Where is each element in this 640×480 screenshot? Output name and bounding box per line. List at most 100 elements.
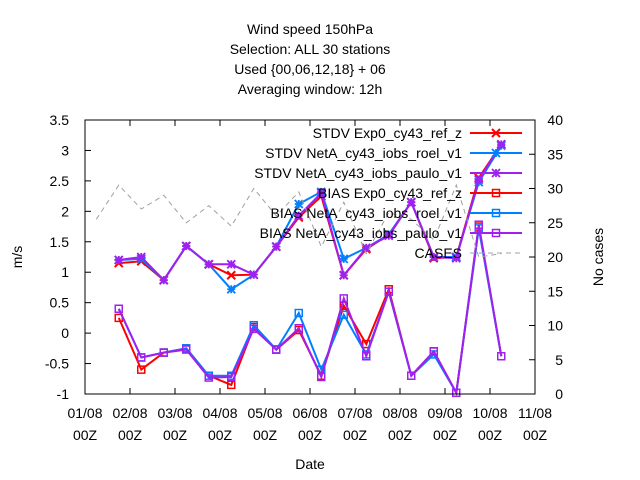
x-tick-label: 07/08 [337, 405, 372, 421]
x-tick-label: 11/08 [518, 405, 552, 421]
x-tick-label: 06/08 [292, 405, 327, 421]
data-point [362, 351, 371, 361]
y2-tick-label: 40 [547, 112, 563, 128]
x-tick-label: 00Z [388, 427, 413, 443]
y-tick-label: -1 [57, 386, 70, 402]
data-point [429, 252, 439, 262]
data-point [491, 148, 501, 158]
data-point [137, 353, 146, 362]
x-tick-label: 10/08 [472, 405, 507, 421]
data-point [181, 241, 191, 251]
x-axis-ticks: 01/08 00Z 02/08 00Z 03/08 00Z 04/08 00Z 05/08 00Z… [67, 405, 552, 443]
data-point [204, 373, 213, 382]
legend-label: STDV NetA_cy43_iobs_paulo_v1 [254, 165, 462, 181]
x-tick-label: 00Z [433, 427, 458, 443]
data-point [137, 365, 146, 374]
data-point [136, 252, 146, 262]
y-tick-label: 1 [61, 264, 69, 280]
data-point [491, 168, 501, 178]
data-point [474, 175, 484, 185]
x-tick-label: 00Z [208, 427, 233, 443]
data-point [226, 284, 236, 294]
data-point [249, 324, 258, 334]
x-tick-label: 00Z [163, 427, 188, 443]
data-point [182, 345, 191, 354]
legend-label: BIAS NetA_cy43_iobs_paulo_v1 [260, 225, 463, 241]
x-axis-label: Date [295, 456, 325, 472]
x-tick-label: 01/08 [67, 405, 102, 421]
legend: STDV Exp0_cy43_ref_z STDV NetA_cy43_iobs_… [254, 125, 522, 261]
data-point [227, 380, 236, 390]
tick-marks [84, 119, 536, 395]
y2-tick-label: 20 [547, 249, 563, 265]
data-point [384, 231, 394, 241]
subtitle-line: Used {00,06,12,18} + 06 [234, 61, 386, 77]
data-point [294, 323, 303, 333]
x-tick-label: 00Z [118, 427, 143, 443]
chart-title: Wind speed 150hPa Selection: ALL 30 stat… [230, 21, 391, 97]
y-tick-label: 1.5 [50, 234, 70, 250]
data-point [159, 275, 169, 285]
y2-tick-label: 25 [547, 215, 563, 231]
subtitle-line: Averaging window: 12h [238, 81, 383, 97]
data-point [317, 372, 326, 382]
data-point [452, 388, 461, 398]
data-point [491, 188, 501, 198]
subtitle-line: Selection: ALL 30 stations [230, 41, 391, 57]
x-tick-label: 00Z [298, 427, 323, 443]
data-point [294, 308, 303, 318]
legend-label: CASES [415, 245, 462, 261]
y2-tick-label: 15 [547, 283, 563, 299]
data-point [496, 139, 506, 149]
y-tick-label: 3.5 [50, 112, 70, 128]
data-point [316, 188, 326, 198]
plot-frame [84, 119, 536, 395]
data-point [114, 304, 123, 314]
data-point [226, 270, 236, 280]
data-point [451, 253, 461, 263]
x-tick-label: 00Z [73, 427, 98, 443]
y-tick-label: 2.5 [50, 173, 70, 189]
y-tick-label: -0.5 [45, 356, 69, 372]
plot-series [95, 139, 506, 398]
y-tick-label: 2 [61, 203, 69, 219]
y2-tick-label: 10 [547, 318, 563, 334]
data-point [339, 254, 349, 264]
y2-axis-ticks: 0 5 10 15 20 25 30 35 40 [547, 112, 563, 402]
data-point [384, 287, 393, 296]
y-tick-label: 0 [61, 325, 69, 341]
x-tick-label: 00Z [478, 427, 503, 443]
data-point [406, 197, 416, 207]
x-tick-label: 04/08 [202, 405, 237, 421]
data-point [227, 372, 236, 382]
data-point [491, 228, 501, 238]
data-point [204, 259, 214, 269]
data-point [339, 270, 349, 280]
x-tick-label: 00Z [523, 427, 548, 443]
data-point [294, 210, 304, 221]
data-point [114, 304, 123, 314]
data-point [272, 345, 281, 354]
x-tick-label: 00Z [253, 427, 278, 443]
data-point [407, 371, 416, 380]
data-point [474, 220, 483, 229]
x-tick-label: 09/08 [427, 405, 462, 421]
y2-tick-label: 30 [547, 181, 563, 197]
data-point [491, 128, 501, 138]
data-point [491, 208, 501, 218]
series-line [95, 183, 502, 258]
data-point [249, 270, 259, 280]
y-tick-label: 3 [61, 142, 69, 158]
y-tick-label: 0.5 [50, 295, 70, 311]
legend-label: STDV Exp0_cy43_ref_z [313, 125, 462, 141]
data-point [226, 259, 236, 269]
data-point [271, 242, 281, 252]
title-line: Wind speed 150hPa [247, 21, 373, 37]
series-group [95, 183, 502, 258]
x-tick-label: 03/08 [157, 405, 192, 421]
data-point [497, 351, 506, 361]
data-point [339, 310, 348, 320]
data-point [429, 347, 438, 356]
data-point [361, 243, 371, 253]
